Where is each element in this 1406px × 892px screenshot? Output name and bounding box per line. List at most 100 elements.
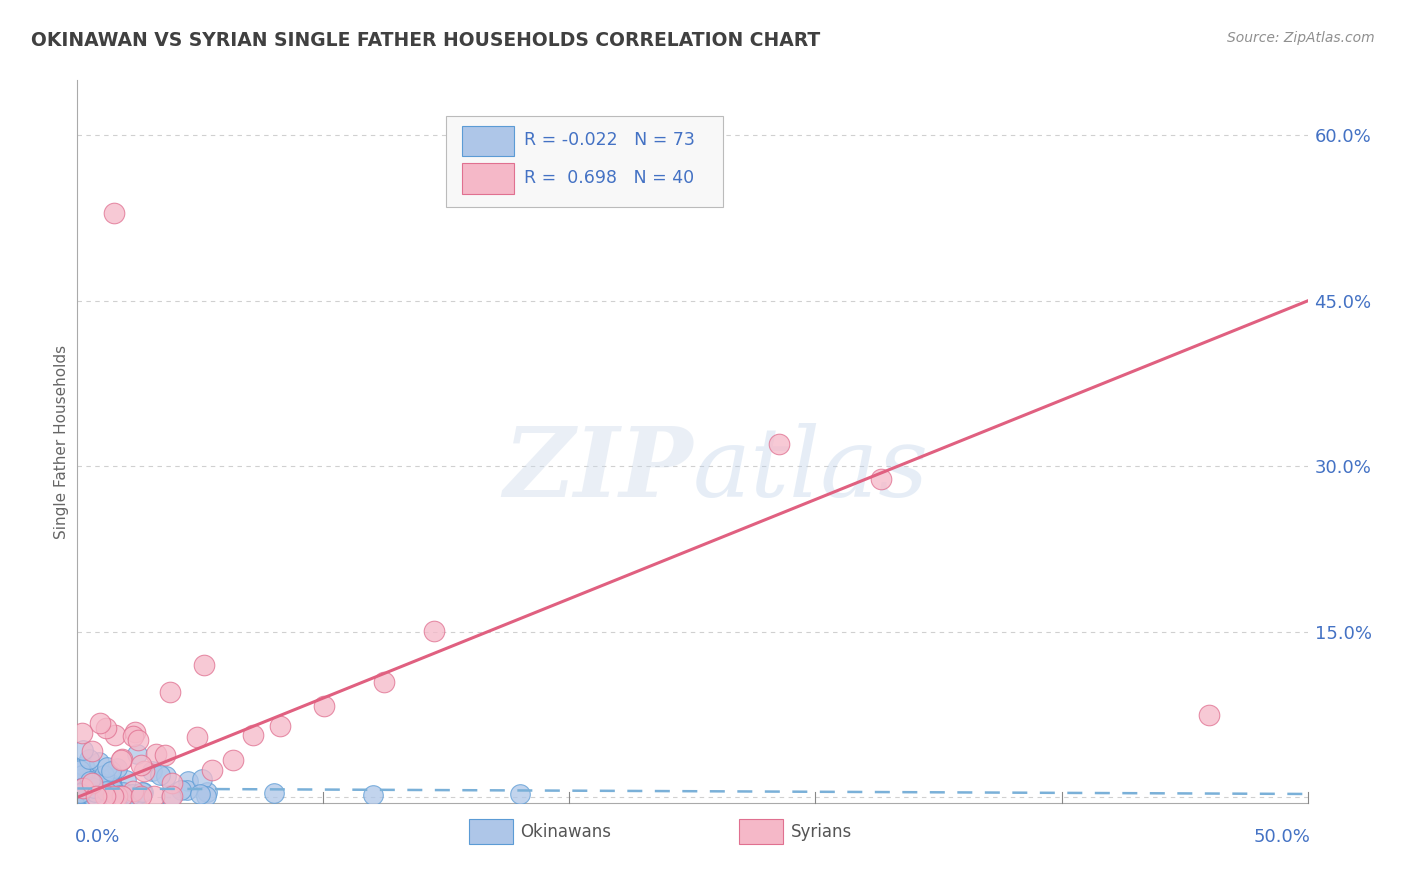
Point — [79, 772, 101, 786]
Point — [155, 769, 177, 783]
Point — [93, 768, 115, 782]
Point — [162, 789, 184, 804]
Point — [89, 715, 111, 730]
Point — [87, 755, 110, 769]
Point — [111, 789, 134, 804]
Point — [75, 789, 97, 803]
Point — [195, 789, 218, 803]
Point — [153, 747, 176, 762]
Point — [509, 787, 531, 801]
Point — [94, 789, 117, 804]
Point — [108, 788, 131, 802]
Point — [1198, 707, 1220, 722]
Point — [127, 732, 149, 747]
Point — [132, 785, 155, 799]
Point — [69, 780, 91, 795]
Point — [70, 786, 93, 800]
Point — [80, 789, 103, 804]
Point — [73, 777, 96, 791]
Point — [69, 787, 91, 801]
FancyBboxPatch shape — [463, 163, 515, 194]
Point — [89, 783, 111, 797]
Point — [127, 747, 149, 761]
Point — [91, 777, 114, 791]
Text: R =  0.698   N = 40: R = 0.698 N = 40 — [524, 169, 695, 186]
Point — [101, 780, 124, 794]
Point — [131, 785, 153, 799]
Point — [69, 785, 91, 799]
FancyBboxPatch shape — [463, 126, 515, 156]
Point — [160, 789, 183, 804]
Point — [768, 437, 790, 451]
Point — [423, 624, 446, 638]
Point — [80, 780, 103, 794]
Point — [80, 744, 103, 758]
Point — [72, 725, 94, 739]
Point — [190, 772, 212, 786]
FancyBboxPatch shape — [468, 820, 513, 844]
Point — [69, 787, 91, 801]
Point — [121, 787, 143, 801]
Point — [188, 787, 212, 801]
Text: atlas: atlas — [693, 424, 928, 517]
Text: OKINAWAN VS SYRIAN SINGLE FATHER HOUSEHOLDS CORRELATION CHART: OKINAWAN VS SYRIAN SINGLE FATHER HOUSEHO… — [31, 31, 820, 50]
Point — [72, 784, 94, 798]
Point — [77, 788, 100, 802]
Point — [84, 785, 107, 799]
Point — [186, 730, 208, 744]
Point — [314, 698, 336, 713]
Text: ZIP: ZIP — [503, 424, 693, 517]
Point — [75, 783, 97, 797]
Point — [69, 789, 91, 803]
Point — [100, 777, 122, 791]
Point — [242, 727, 264, 741]
Point — [94, 789, 117, 803]
Point — [72, 771, 94, 785]
Point — [83, 780, 105, 795]
Point — [101, 789, 124, 804]
Point — [373, 675, 395, 690]
Point — [149, 768, 172, 782]
Point — [177, 774, 200, 789]
Point — [83, 768, 105, 782]
Text: 50.0%: 50.0% — [1253, 828, 1310, 847]
Point — [83, 780, 105, 795]
Point — [222, 753, 245, 767]
Point — [80, 781, 103, 796]
Point — [84, 789, 107, 804]
Point — [159, 685, 181, 699]
Point — [87, 773, 110, 788]
Point — [69, 763, 91, 777]
Point — [131, 758, 153, 772]
Point — [141, 764, 163, 778]
Point — [124, 724, 146, 739]
Point — [72, 743, 94, 757]
Point — [263, 786, 285, 800]
Y-axis label: Single Father Households: Single Father Households — [53, 344, 69, 539]
Text: Source: ZipAtlas.com: Source: ZipAtlas.com — [1227, 31, 1375, 45]
Text: R = -0.022   N = 73: R = -0.022 N = 73 — [524, 131, 695, 149]
Point — [80, 776, 103, 790]
Point — [73, 785, 96, 799]
Point — [193, 658, 215, 673]
Point — [122, 729, 145, 743]
Point — [129, 789, 152, 804]
Point — [69, 787, 91, 801]
Point — [73, 761, 96, 775]
Point — [201, 764, 224, 778]
Point — [195, 785, 218, 799]
Point — [80, 789, 103, 803]
Text: 0.0%: 0.0% — [75, 828, 121, 847]
Point — [110, 753, 132, 767]
Point — [115, 772, 138, 787]
Point — [121, 784, 143, 798]
Point — [93, 789, 115, 804]
Point — [96, 784, 118, 798]
FancyBboxPatch shape — [740, 820, 783, 844]
Point — [269, 719, 291, 733]
Point — [143, 789, 166, 804]
Point — [79, 781, 101, 796]
Point — [361, 788, 384, 802]
Point — [77, 752, 100, 766]
Point — [70, 768, 93, 782]
